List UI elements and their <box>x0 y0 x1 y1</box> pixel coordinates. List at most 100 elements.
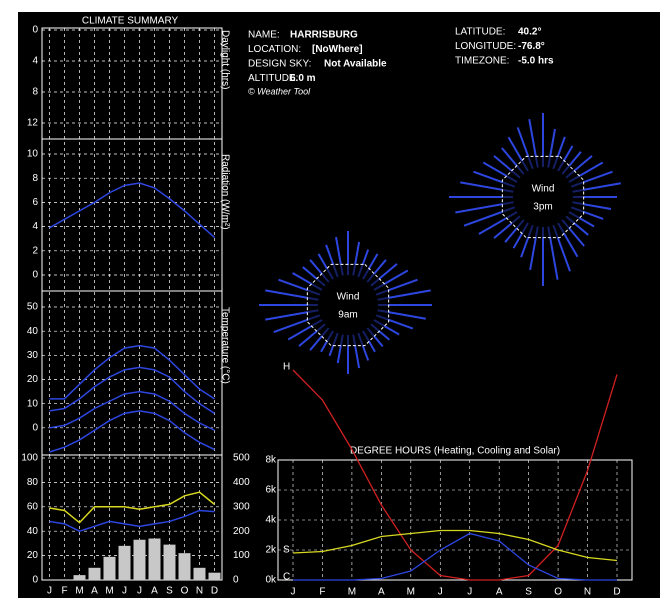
y2-tick-label: 100 <box>233 550 250 561</box>
x-tick-label: N <box>584 587 591 598</box>
x-tick-label: N <box>196 586 203 597</box>
info-label: LATITUDE: <box>455 27 505 38</box>
y-tick-label: 2k <box>265 545 277 556</box>
x-tick-label: O <box>181 586 189 597</box>
x-tick-label: M <box>105 586 113 597</box>
info-value: [NoWhere] <box>312 44 363 55</box>
bar <box>163 544 176 580</box>
y2-tick-label: 500 <box>233 453 250 464</box>
series-line <box>49 491 215 524</box>
wind-label: Wind <box>337 292 360 303</box>
y2-tick-label: 300 <box>233 501 250 512</box>
y-tick-label: 4 <box>32 221 38 232</box>
y-tick-label: 0 <box>32 575 38 586</box>
y-tick-label: 30 <box>27 350 39 361</box>
series-line <box>49 182 215 239</box>
y-axis-label: Temperature (°C) <box>219 307 230 384</box>
series-line <box>49 344 215 400</box>
series-name: S <box>283 545 290 556</box>
wind-label: Wind <box>532 184 555 195</box>
y-tick-label: 0 <box>32 25 38 36</box>
y-tick-label: 50 <box>27 302 39 313</box>
info-label: ALTITUDE: <box>248 73 298 84</box>
x-tick-label: A <box>91 586 98 597</box>
wind-label-box <box>521 177 565 217</box>
info-value: Not Available <box>324 59 387 70</box>
info-value: -5.0 hrs <box>518 56 554 67</box>
series-line <box>292 529 618 562</box>
x-tick-label: A <box>496 587 503 598</box>
info-label: LONGITUDE: <box>455 41 516 52</box>
x-tick-label: J <box>467 587 472 598</box>
info-label: DESIGN SKY: <box>248 59 311 70</box>
x-tick-label: F <box>319 587 325 598</box>
series-name: H <box>283 362 290 373</box>
bar <box>133 539 146 580</box>
info-value: -76.8° <box>518 41 545 52</box>
y-tick-label: 0 <box>32 422 38 433</box>
x-tick-label: D <box>211 586 218 597</box>
bar <box>193 567 206 580</box>
x-tick-label: J <box>137 586 142 597</box>
y-tick-label: 12 <box>27 118 39 129</box>
bar <box>208 572 221 580</box>
bar <box>88 567 101 580</box>
y-tick-label: 80 <box>27 477 39 488</box>
x-tick-label: O <box>554 587 562 598</box>
x-tick-label: A <box>378 587 385 598</box>
bar <box>118 545 131 580</box>
x-tick-label: J <box>47 586 52 597</box>
y-tick-label: 10 <box>27 398 39 409</box>
y-axis-label: Radiation (W/m²) <box>219 154 230 230</box>
info-value: 40.2° <box>518 27 541 38</box>
y-tick-label: 100 <box>21 453 38 464</box>
degree-title: DEGREE HOURS (Heating, Cooling and Solar… <box>350 446 560 457</box>
y-tick-label: 0k <box>265 575 277 586</box>
x-tick-label: M <box>75 586 83 597</box>
y-tick-label: 6k <box>265 485 277 496</box>
series-line <box>292 369 618 581</box>
x-tick-label: S <box>166 586 173 597</box>
x-tick-label: S <box>525 587 532 598</box>
y2-tick-label: 0 <box>233 575 239 586</box>
y2-tick-label: 200 <box>233 526 250 537</box>
y-tick-label: 4k <box>265 515 277 526</box>
info-label: TIMEZONE: <box>455 56 509 67</box>
series-name: C <box>283 572 290 583</box>
x-tick-label: M <box>348 587 356 598</box>
info-value: 6.0 m <box>290 73 316 84</box>
x-tick-label: F <box>61 586 67 597</box>
y-tick-label: 6 <box>32 197 38 208</box>
y2-tick-label: 400 <box>233 477 250 488</box>
series-line <box>49 390 215 431</box>
y-tick-label: 60 <box>27 501 39 512</box>
x-tick-label: A <box>151 586 158 597</box>
series-line <box>49 410 215 453</box>
summary-title: CLIMATE SUMMARY <box>82 16 179 27</box>
bar <box>73 575 86 580</box>
y-tick-label: 2 <box>32 245 38 256</box>
bar <box>103 556 116 580</box>
wind-label: 9am <box>338 310 357 321</box>
y-tick-label: 4 <box>32 56 38 67</box>
wind-label-box <box>326 285 370 325</box>
info-label: LOCATION: <box>248 44 301 55</box>
y-tick-label: 40 <box>27 326 39 337</box>
y-axis-label: Daylight (hrs) <box>219 30 230 89</box>
y-tick-label: 8 <box>32 173 38 184</box>
x-tick-label: M <box>407 587 415 598</box>
x-tick-label: J <box>291 587 296 598</box>
bar <box>178 553 191 580</box>
series-line <box>49 509 215 533</box>
info-value: HARRISBURG <box>290 30 358 41</box>
x-tick-label: J <box>438 587 443 598</box>
info-label: NAME: <box>248 30 280 41</box>
y-tick-label: 0 <box>32 270 38 281</box>
credit: © Weather Tool <box>248 86 311 96</box>
series-line <box>49 366 215 414</box>
y-tick-label: 10 <box>27 149 39 160</box>
y-tick-label: 8k <box>265 455 277 466</box>
y-tick-label: 8 <box>32 87 38 98</box>
y-tick-label: 20 <box>27 374 39 385</box>
x-tick-label: J <box>122 586 127 597</box>
